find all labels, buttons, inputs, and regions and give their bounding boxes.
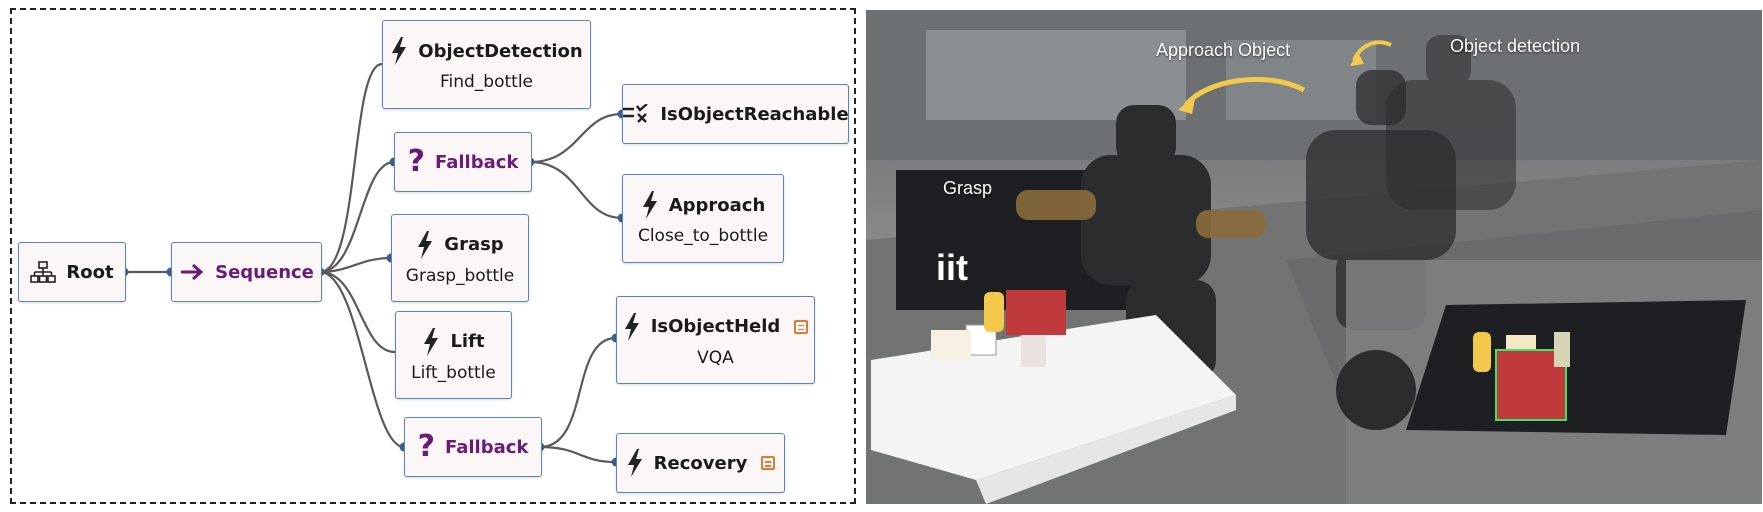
lift-subtitle: Lift_bottle (411, 362, 496, 383)
lightning-icon (626, 449, 644, 477)
svg-text:iit: iit (936, 247, 968, 288)
is-object-held-subtitle: VQA (697, 347, 734, 368)
lightning-icon (390, 37, 408, 65)
note-icon (794, 319, 809, 334)
grasp-title: Grasp (444, 234, 504, 255)
label-object-detection: Object detection (1450, 36, 1581, 56)
object-detection-node[interactable]: ObjectDetection Find_bottle (382, 20, 591, 109)
lightning-icon (422, 327, 440, 356)
fallback-bottom-label: Fallback (445, 436, 529, 458)
fallback-bottom-node[interactable]: ? Fallback (404, 417, 542, 477)
lift-title: Lift (450, 331, 485, 352)
object-detection-subtitle: Find_bottle (439, 72, 534, 92)
is-object-reachable-title: IsObjectReachable (660, 103, 849, 125)
object-detection-title: ObjectDetection (418, 40, 583, 62)
sequence-label: Sequence (215, 261, 314, 283)
recovery-node[interactable]: Recovery (616, 433, 785, 493)
lightning-icon (416, 230, 434, 259)
recovery-title: Recovery (653, 452, 748, 474)
lightning-icon (641, 191, 659, 219)
note-icon (761, 456, 776, 470)
label-grasp: Grasp (943, 178, 993, 198)
fallback-top-label: Fallback (435, 151, 519, 173)
approach-subtitle: Close_to_bottle (637, 226, 769, 246)
is-object-reachable-node[interactable]: IsObjectReachable (622, 84, 849, 144)
question-mark-icon: ? (407, 144, 425, 179)
arrow-right-icon (179, 262, 205, 282)
approach-node[interactable]: Approach Close_to_bottle (622, 174, 784, 263)
grasp-node[interactable]: Grasp Grasp_bottle (391, 214, 529, 302)
fallback-top-node[interactable]: ? Fallback (394, 132, 532, 192)
sequence-node[interactable]: Sequence (171, 242, 322, 302)
condition-check-icon (622, 104, 650, 124)
is-object-held-node[interactable]: IsObjectHeld VQA (616, 296, 815, 384)
robot-photo: iit (866, 10, 1762, 504)
root-node[interactable]: Root (18, 242, 126, 302)
hierarchy-icon (30, 261, 57, 283)
robot-scene: iit (866, 10, 1762, 504)
lift-node[interactable]: Lift Lift_bottle (395, 311, 512, 399)
approach-title: Approach (668, 194, 766, 216)
question-mark-icon: ? (417, 429, 435, 464)
label-approach-object: Approach Object (1156, 40, 1291, 60)
grasp-subtitle: Grasp_bottle (405, 265, 515, 286)
lightning-icon (623, 312, 641, 341)
is-object-held-title: IsObjectHeld (650, 316, 781, 337)
root-label: Root (66, 261, 114, 283)
